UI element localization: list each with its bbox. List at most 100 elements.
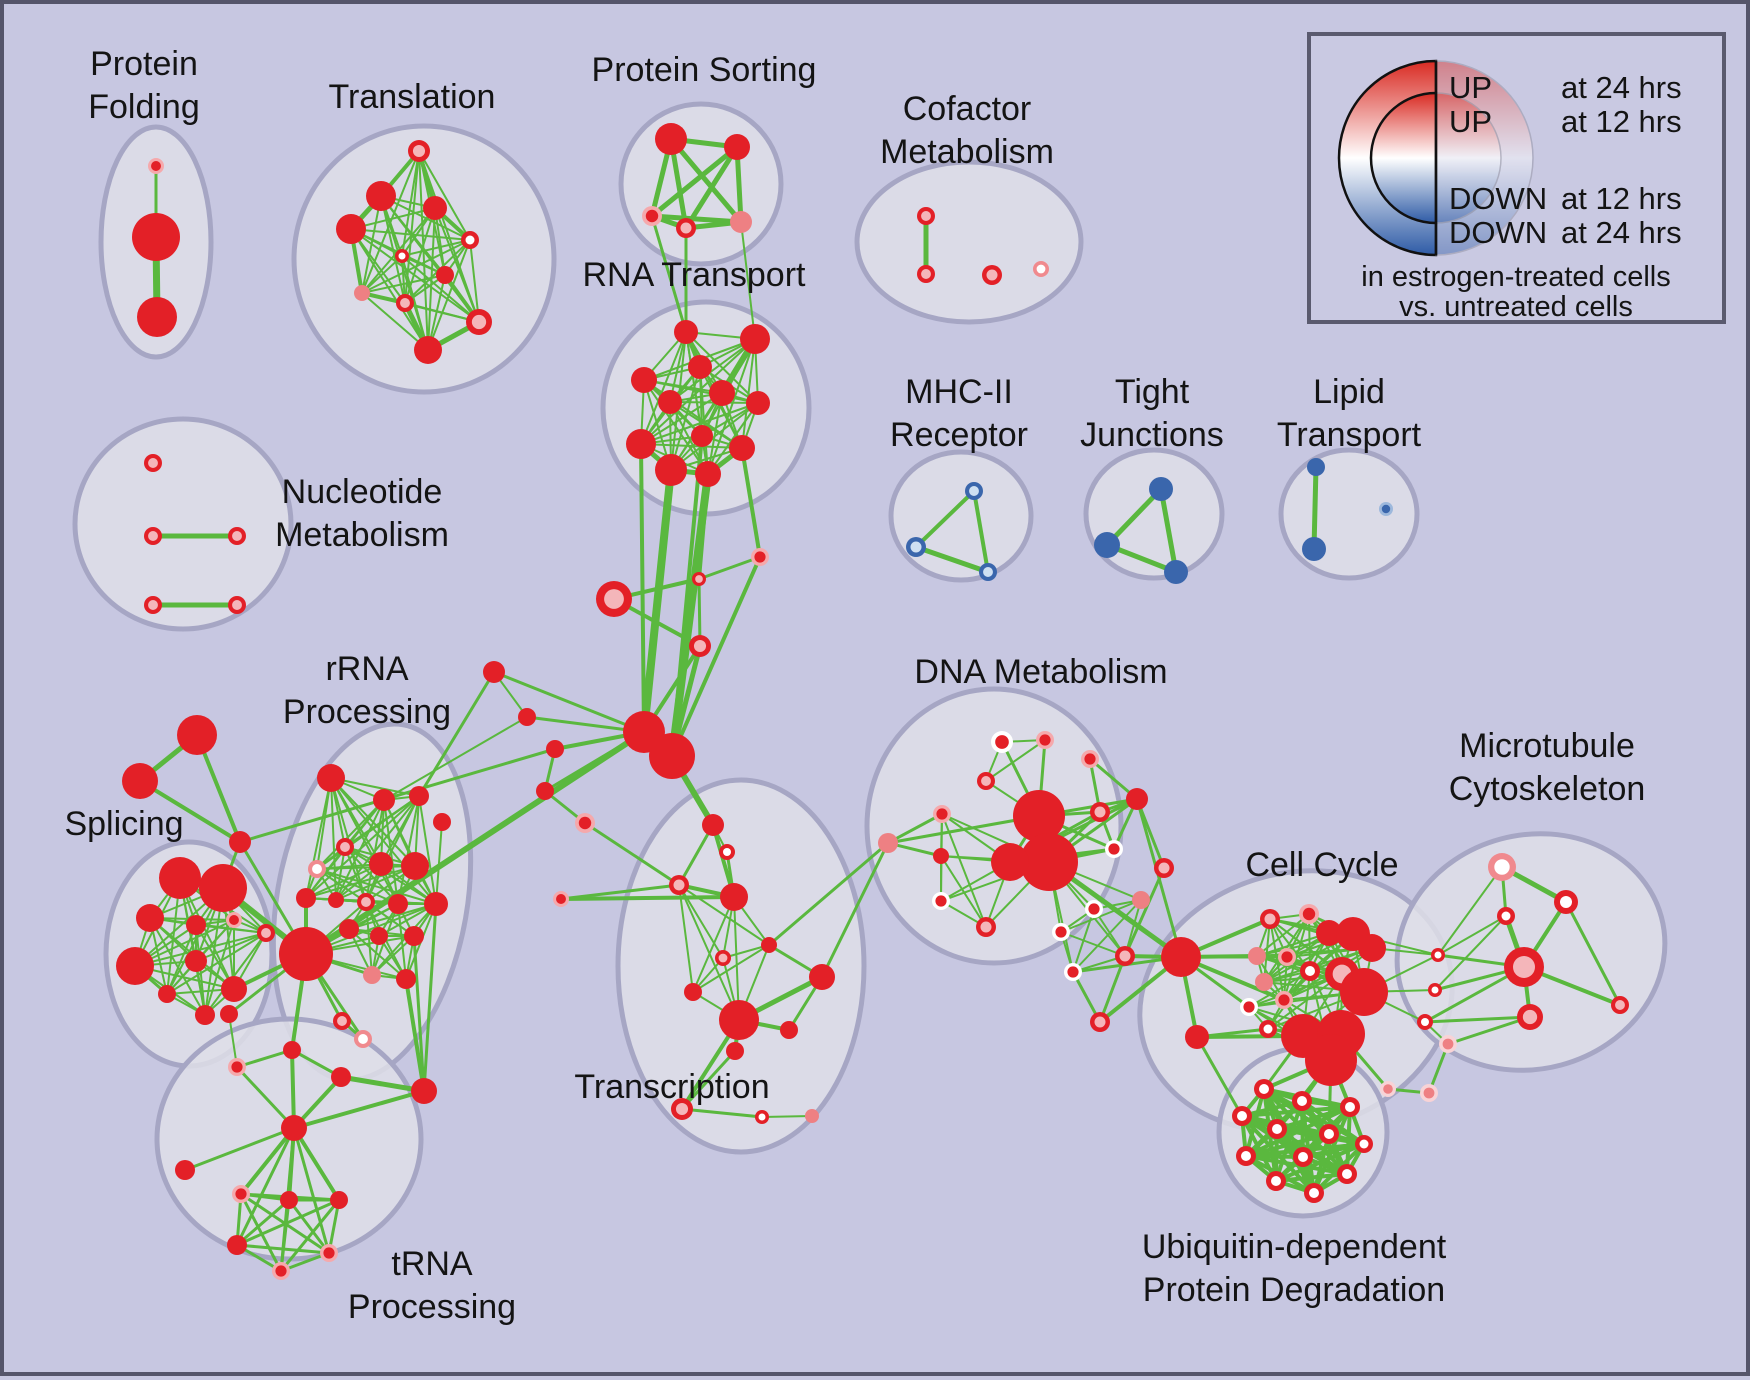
edge (1098, 954, 1127, 1024)
node-cn5 (483, 661, 505, 683)
node-cf3 (982, 265, 1002, 285)
legend-double-circle-icon (1337, 59, 1534, 257)
nodes-layer (116, 123, 1629, 1280)
edge (492, 670, 646, 734)
edge (707, 338, 756, 475)
node-tn3 (280, 1191, 298, 1209)
cluster-label-ubiquitin-degradation-line2: Protein Degradation (1143, 1271, 1445, 1309)
edge (1437, 915, 1507, 956)
node-ub12 (1304, 1183, 1324, 1203)
node-rr6 (308, 860, 326, 878)
edge (361, 255, 403, 294)
node-rr25 (220, 1005, 238, 1023)
legend-row-up12-word: UP (1449, 104, 1492, 139)
node-dm5 (991, 731, 1013, 753)
edge (1135, 797, 1183, 959)
edge (239, 1192, 283, 1273)
edge (680, 1107, 764, 1119)
edge (1434, 915, 1507, 991)
node-rr14 (339, 919, 359, 939)
node-tc9 (809, 964, 835, 990)
edge (678, 884, 694, 993)
node-rt12 (695, 461, 721, 487)
node-sp2 (199, 864, 247, 912)
node-rt4 (631, 367, 657, 393)
cluster-ellipse-cofactor-metabolism (854, 159, 1084, 325)
cluster-ellipse-protein-sorting (618, 101, 784, 267)
edge (678, 884, 770, 946)
node-tr2 (366, 181, 396, 211)
node-cf1 (917, 207, 935, 225)
edge (183, 1126, 296, 1172)
edge (767, 841, 890, 947)
edge (1244, 1132, 1331, 1158)
edge (680, 1049, 737, 1111)
legend-graphic: UP at 24 hrs UP at 12 hrs DOWN at 12 hrs… (1337, 59, 1682, 320)
edge (1256, 913, 1310, 957)
edge (972, 489, 990, 574)
node-cn4 (689, 635, 711, 657)
node-ub8 (1236, 1146, 1256, 1166)
node-mt3 (1497, 907, 1515, 925)
cluster-label-protein-folding-line2: Folding (88, 88, 200, 126)
node-tr7 (436, 266, 454, 284)
legend-row-down24-time: at 24 hrs (1561, 215, 1682, 250)
node-tr10 (466, 309, 492, 335)
edge (238, 747, 557, 844)
edge (418, 795, 437, 905)
edge (670, 402, 759, 471)
edge (348, 903, 437, 930)
node-ub2 (1292, 1091, 1312, 1111)
edge (412, 934, 426, 1093)
legend-row-down12-word: DOWN (1449, 181, 1547, 216)
cluster-ellipse-dna-metabolism (864, 686, 1124, 966)
edge (469, 239, 480, 323)
edge (427, 207, 436, 351)
edge (640, 466, 675, 736)
node-mt6 (1611, 996, 1629, 1014)
node-rr3 (409, 786, 429, 806)
node-tc4 (669, 875, 689, 895)
node-dm2 (933, 805, 951, 823)
node-rt5 (709, 380, 735, 406)
edge (1423, 1015, 1532, 1024)
node-dm10 (991, 843, 1029, 881)
edge (344, 846, 399, 905)
node-sp10 (195, 1005, 215, 1025)
node-rr20 (354, 1030, 372, 1048)
node-rr17 (363, 966, 381, 984)
node-dm21 (1090, 1012, 1110, 1032)
node-nu5 (228, 596, 246, 614)
cluster-label-cofactor-metabolism-line2: Metabolism (880, 133, 1054, 171)
edge (292, 1089, 426, 1130)
node-rr8 (401, 852, 429, 880)
cluster-label-microtubule-cytoskeleton-line1: Microtubule (1459, 727, 1635, 765)
node-tr11 (414, 336, 442, 364)
node-spT2 (122, 763, 158, 799)
node-dm18 (1052, 923, 1070, 941)
edge (166, 932, 267, 995)
cluster-label-rna-transport-line1: RNA Transport (583, 256, 807, 294)
node-tr1 (408, 140, 430, 162)
edge (361, 239, 471, 294)
node-cn6 (518, 708, 536, 726)
edge (692, 944, 770, 993)
node-nu2 (144, 527, 162, 545)
node-dm16 (932, 892, 950, 910)
cluster-label-lipid-transport-line1: Lipid (1313, 373, 1385, 411)
node-cc2 (1299, 904, 1319, 924)
node-mh1 (965, 482, 983, 500)
cluster-label-splicing-line1: Splicing (64, 805, 183, 843)
node-rr24 (228, 1058, 246, 1076)
node-mb3 (1417, 1014, 1433, 1030)
node-dm12 (1126, 788, 1148, 810)
cluster-label-protein-sorting-line1: Protein Sorting (592, 51, 817, 89)
node-rr23 (331, 1067, 351, 1087)
legend-row-down24-word: DOWN (1449, 215, 1547, 250)
node-ub7 (1355, 1135, 1373, 1153)
node-mt2 (1554, 890, 1578, 914)
labels-layer: Protein Folding Translation Protein Sorting… (64, 45, 1645, 1326)
node-mt5 (1517, 1004, 1543, 1030)
cluster-label-microtubule-cytoskeleton-line2: Cytoskeleton (1449, 770, 1646, 808)
cluster-label-cell-cycle-line1: Cell Cycle (1245, 846, 1398, 884)
